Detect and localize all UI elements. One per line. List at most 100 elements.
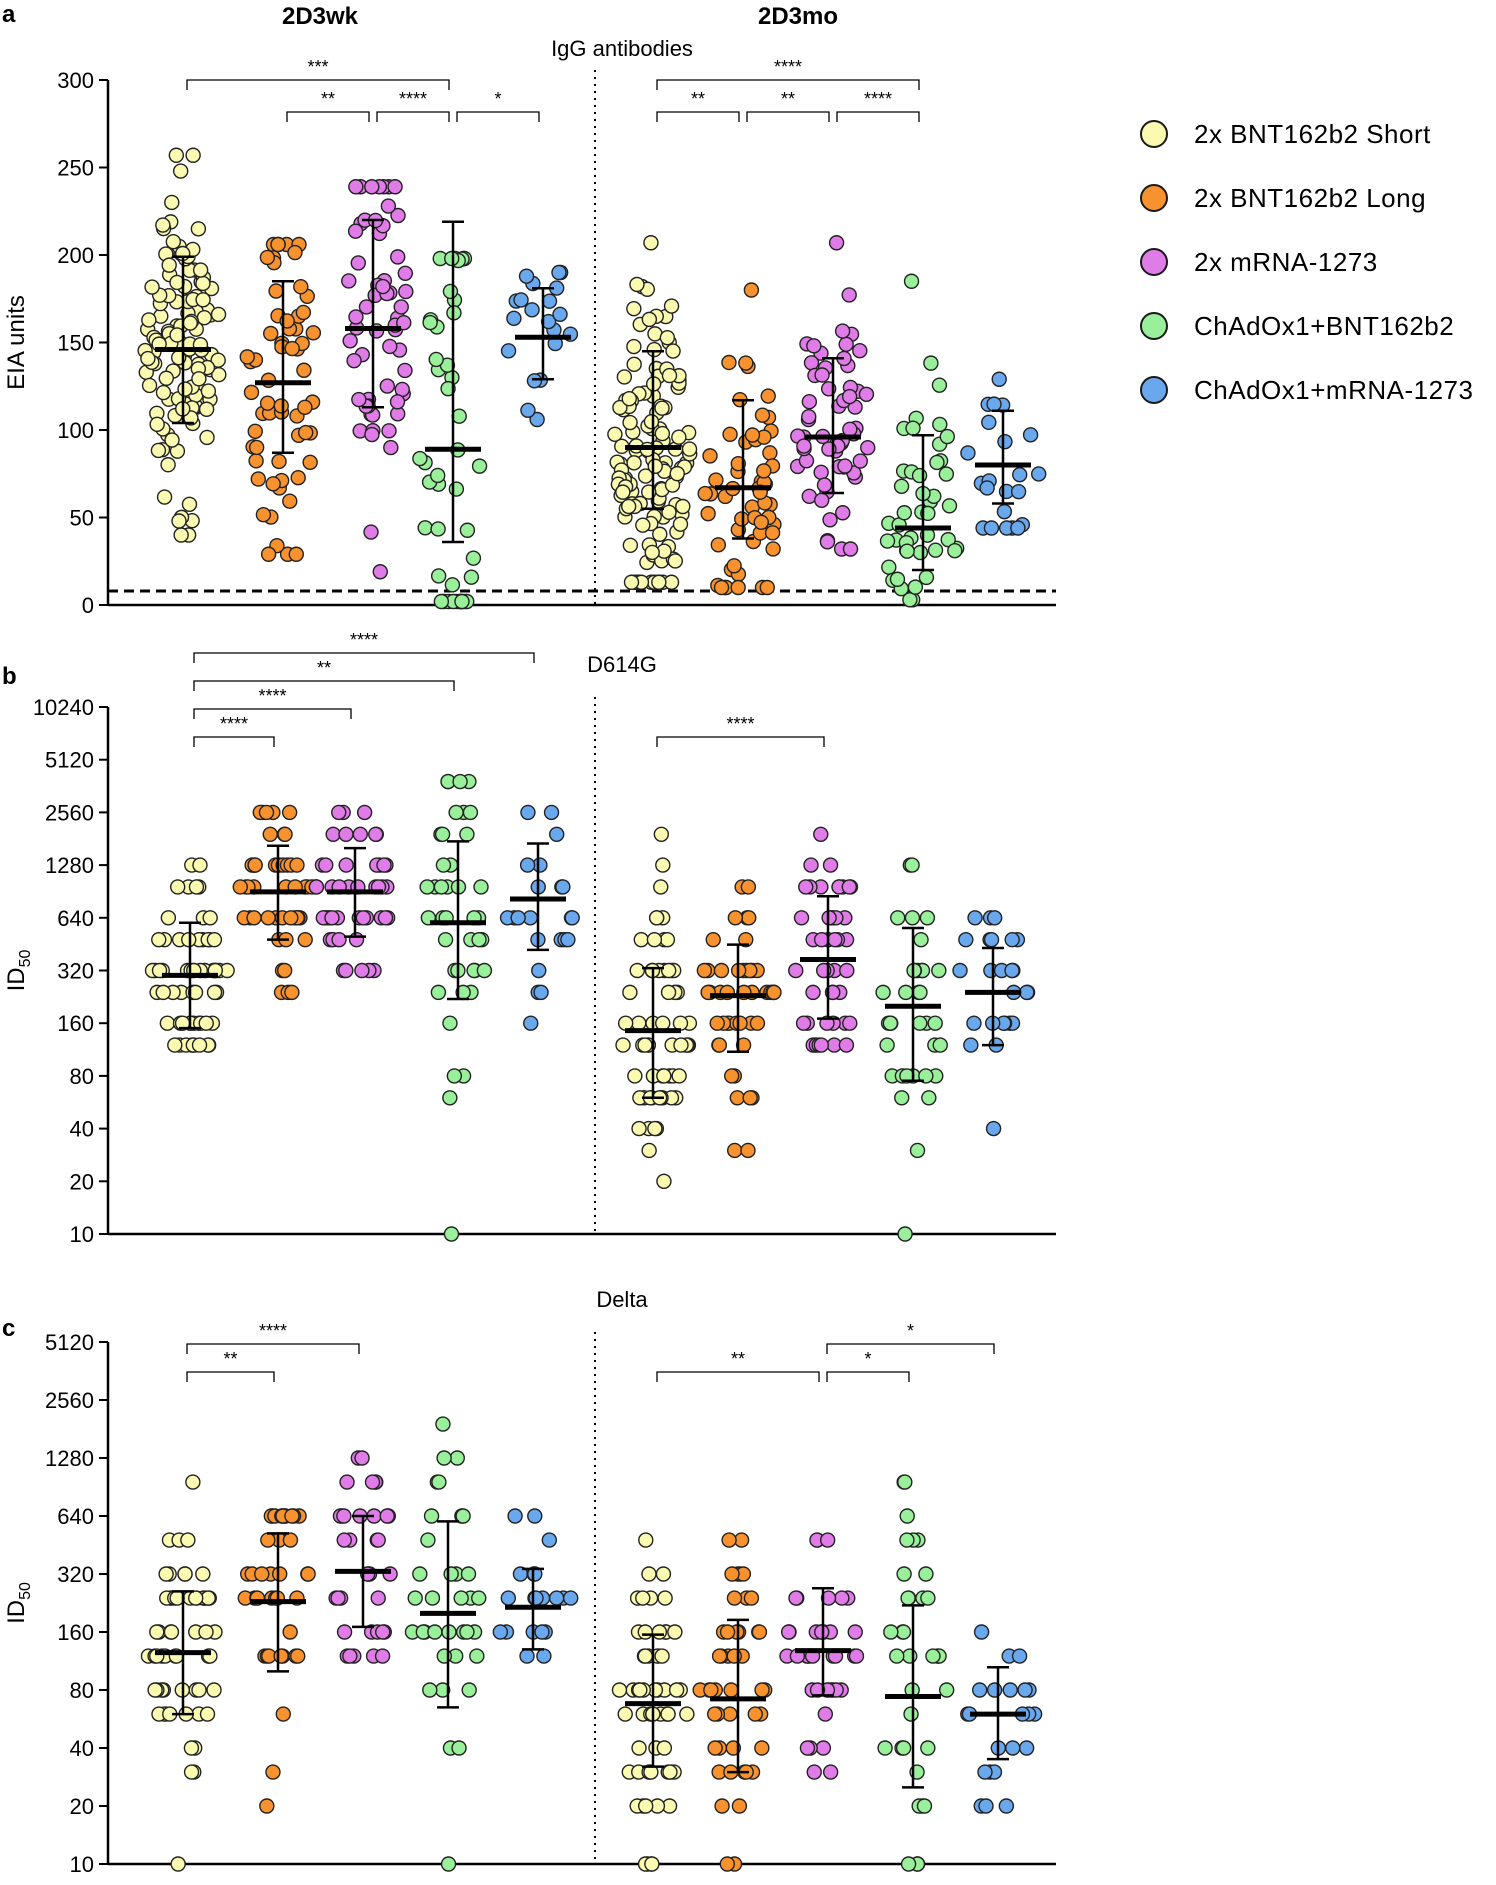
data-point [140, 350, 156, 367]
data-point [455, 1508, 471, 1524]
data-point [644, 544, 660, 561]
data-point [272, 1566, 288, 1582]
data-point [351, 391, 367, 408]
data-point [672, 1015, 689, 1031]
data-point [551, 264, 567, 281]
data-point [931, 377, 948, 393]
data-point [637, 1648, 653, 1664]
data-point [806, 338, 822, 354]
significance-bracket [186, 79, 450, 90]
data-point [500, 343, 517, 359]
data-point [172, 163, 189, 179]
series-2D3mo-3 [875, 857, 948, 1242]
data-point [377, 910, 394, 926]
data-point [454, 593, 470, 610]
data-point [838, 336, 854, 352]
data-point [726, 1590, 743, 1606]
y-tick-label: 0 [82, 593, 94, 618]
data-point [655, 1566, 672, 1582]
data-point [202, 910, 218, 926]
data-point [828, 235, 845, 251]
data-point [290, 1648, 306, 1664]
data-point [801, 408, 817, 425]
data-point [147, 1682, 163, 1698]
data-point [1018, 1740, 1035, 1756]
data-point [986, 396, 1002, 412]
data-point [423, 1508, 440, 1524]
data-point [611, 1682, 628, 1698]
data-point [331, 804, 347, 821]
data-point [325, 826, 341, 842]
data-point [816, 477, 833, 493]
data-point [248, 453, 264, 469]
data-point [534, 1624, 550, 1640]
data-point [641, 1566, 657, 1582]
data-point [705, 931, 721, 948]
data-point [519, 1648, 535, 1664]
data-point [271, 453, 287, 470]
data-point [526, 373, 543, 389]
data-point [375, 1624, 391, 1640]
data-point [932, 1037, 948, 1053]
data-point [492, 1624, 509, 1640]
data-point [852, 453, 868, 469]
significance-label: **** [864, 89, 892, 109]
data-point [973, 1624, 990, 1640]
data-point [434, 826, 451, 842]
data-point [165, 234, 182, 250]
series-2D3wk-0 [144, 857, 235, 1053]
legend-item: ChAdOx1+BNT162b2 [1140, 294, 1490, 358]
data-point [295, 304, 312, 321]
data-point [877, 1740, 893, 1756]
data-point [390, 249, 406, 265]
data-point [250, 471, 266, 487]
significance-bracket [656, 1371, 820, 1382]
data-point [151, 931, 167, 948]
data-point [742, 1090, 758, 1106]
data-point [198, 1015, 214, 1031]
data-point [283, 910, 299, 926]
data-point [731, 1798, 748, 1814]
data-point [663, 574, 680, 590]
data-point [255, 506, 272, 523]
data-point [835, 505, 851, 521]
data-point [465, 550, 482, 566]
data-point [673, 1037, 689, 1053]
data-point [719, 1856, 735, 1872]
y-tick-label: 40 [70, 1736, 94, 1761]
data-point [1030, 466, 1047, 482]
data-point [986, 1682, 1003, 1698]
data-point [669, 465, 685, 482]
data-point [667, 553, 684, 569]
data-point [842, 421, 858, 438]
significance-label: ** [223, 1349, 237, 1369]
data-point [803, 857, 819, 873]
data-point [626, 356, 642, 373]
data-point [744, 427, 761, 443]
data-point [637, 1037, 653, 1053]
y-tick-label: 2560 [45, 1388, 94, 1413]
data-point [912, 544, 929, 561]
chart-title: IgG antibodies [551, 36, 693, 61]
data-point [912, 1015, 928, 1031]
data-point [641, 1142, 657, 1159]
data-point [916, 1798, 933, 1814]
data-point [661, 367, 678, 384]
panel-letter-a: a [2, 1, 16, 28]
data-point [646, 931, 663, 948]
data-point [305, 325, 322, 341]
data-point [141, 312, 157, 328]
data-point [656, 1740, 673, 1756]
data-point [192, 857, 208, 873]
data-point [352, 826, 368, 842]
data-point [663, 298, 680, 314]
legend-item: 2x BNT162b2 Short [1140, 102, 1490, 166]
data-point [419, 879, 435, 895]
data-point [713, 579, 730, 596]
data-point [155, 984, 171, 1001]
data-point [168, 147, 185, 163]
data-point [839, 962, 855, 979]
data-point [714, 1798, 730, 1814]
data-point [1017, 1682, 1033, 1698]
series-2D3wk-3 [419, 773, 493, 1242]
